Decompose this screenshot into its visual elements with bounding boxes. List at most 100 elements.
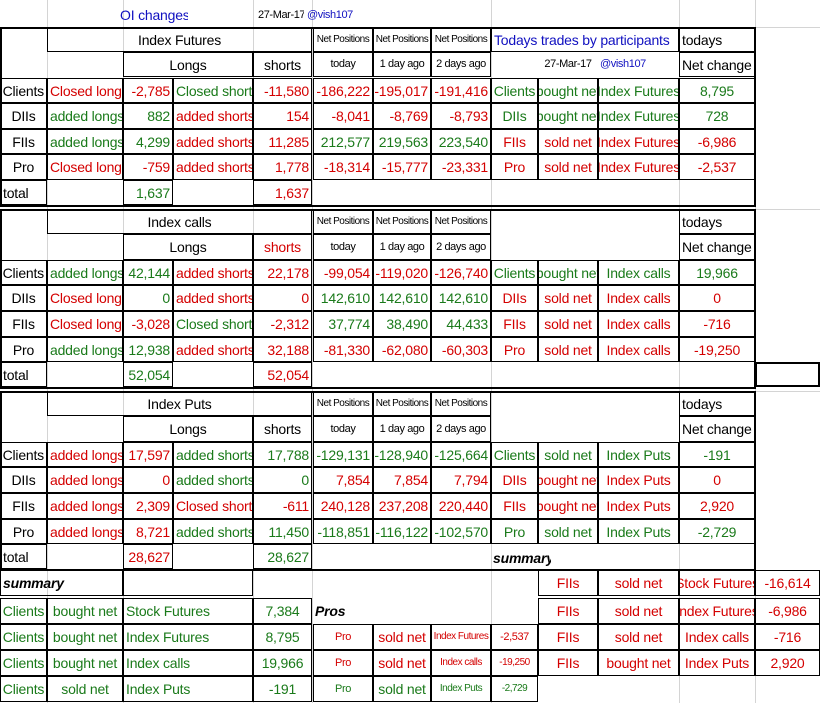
spreadsheet-cell[interactable]: added shorts (173, 337, 253, 362)
spreadsheet-cell[interactable]: 7,854 (373, 467, 431, 493)
spreadsheet-cell[interactable]: sold net (538, 154, 598, 180)
spreadsheet-cell[interactable]: FIIs (538, 570, 598, 596)
spreadsheet-cell[interactable]: shorts (253, 234, 312, 260)
spreadsheet-cell[interactable]: -8,793 (431, 103, 491, 129)
spreadsheet-cell[interactable]: Closed longs (47, 285, 123, 311)
spreadsheet-cell[interactable]: added longs (47, 337, 123, 362)
spreadsheet-cell[interactable]: -3,028 (123, 311, 173, 337)
spreadsheet-cell[interactable]: Index Futures (47, 28, 312, 52)
spreadsheet-cell[interactable]: sold net (373, 650, 431, 676)
spreadsheet-cell[interactable]: -191 (253, 676, 312, 702)
spreadsheet-cell[interactable]: todays (679, 210, 755, 234)
spreadsheet-cell[interactable]: 19,966 (253, 650, 312, 676)
spreadsheet-cell[interactable]: -716 (679, 311, 755, 337)
spreadsheet-cell[interactable]: added longs (47, 467, 123, 493)
spreadsheet-cell[interactable]: 52,054 (253, 362, 312, 387)
spreadsheet-cell[interactable]: 0 (253, 467, 312, 493)
spreadsheet-cell[interactable]: Net Positions (373, 210, 431, 234)
spreadsheet-cell[interactable]: Net change (679, 52, 755, 77)
spreadsheet-cell[interactable]: Net change (679, 416, 755, 442)
spreadsheet-cell[interactable]: DIIs (0, 467, 47, 493)
spreadsheet-cell[interactable]: shorts (253, 52, 312, 77)
spreadsheet-cell[interactable]: bought net (47, 650, 123, 676)
spreadsheet-cell[interactable]: added longs (47, 103, 123, 129)
spreadsheet-cell[interactable]: Longs (123, 52, 253, 77)
spreadsheet-cell[interactable]: bought net (538, 493, 598, 519)
spreadsheet-cell[interactable]: sold net (538, 442, 598, 467)
spreadsheet-cell[interactable]: sold net (538, 337, 598, 362)
spreadsheet-cell[interactable]: Pro (491, 154, 538, 180)
spreadsheet-cell[interactable]: 1 day ago (373, 52, 431, 77)
spreadsheet-cell[interactable]: Net Positions (373, 392, 431, 416)
spreadsheet-cell[interactable]: Index Futures (431, 624, 491, 650)
spreadsheet-cell[interactable]: bought net (538, 78, 598, 103)
spreadsheet-cell[interactable]: sold net (598, 570, 679, 596)
spreadsheet-cell[interactable]: added shorts (173, 129, 253, 154)
spreadsheet-cell[interactable]: 42,144 (123, 260, 173, 285)
spreadsheet-cell[interactable]: Pro (0, 519, 47, 544)
spreadsheet-cell[interactable]: sold net (47, 676, 123, 702)
spreadsheet-cell[interactable]: @vish107 (307, 8, 353, 21)
spreadsheet-cell[interactable]: -60,303 (431, 337, 491, 362)
spreadsheet-cell[interactable]: 0 (253, 285, 312, 311)
spreadsheet-cell[interactable]: 17,597 (123, 442, 173, 467)
spreadsheet-cell[interactable]: Net Positions (431, 210, 491, 234)
spreadsheet-cell[interactable]: -6,986 (755, 598, 820, 624)
spreadsheet-cell[interactable]: 4,299 (123, 129, 173, 154)
spreadsheet-cell[interactable]: DIIs (491, 285, 538, 311)
spreadsheet-cell[interactable]: Index Puts (123, 676, 253, 702)
spreadsheet-cell[interactable]: Todays trades by participants (491, 28, 679, 52)
spreadsheet-cell[interactable]: Longs (123, 234, 253, 260)
spreadsheet-cell[interactable]: Closed longs (47, 154, 123, 180)
spreadsheet-cell[interactable]: 17,788 (253, 442, 312, 467)
spreadsheet-cell[interactable]: 1,778 (253, 154, 312, 180)
spreadsheet-cell[interactable]: added longs (47, 442, 123, 467)
spreadsheet-cell[interactable]: 1 day ago (373, 234, 431, 260)
spreadsheet-cell[interactable]: added shorts (173, 103, 253, 129)
spreadsheet-cell[interactable]: added shorts (173, 442, 253, 467)
spreadsheet-cell[interactable]: Clients (0, 78, 47, 103)
spreadsheet-cell[interactable]: Pro (313, 676, 373, 702)
spreadsheet-cell[interactable]: -126,740 (431, 260, 491, 285)
spreadsheet-cell[interactable]: Clients (0, 676, 47, 702)
spreadsheet-cell[interactable]: Index calls (431, 650, 491, 676)
spreadsheet-cell[interactable]: Index calls (598, 260, 679, 285)
spreadsheet-cell[interactable]: Closed longs (47, 311, 123, 337)
spreadsheet-cell[interactable]: -19,250 (491, 650, 538, 676)
spreadsheet-cell[interactable]: today (313, 234, 373, 260)
spreadsheet-cell[interactable]: Net Positions (313, 28, 373, 52)
spreadsheet-cell[interactable]: -6,986 (679, 129, 755, 154)
spreadsheet-cell[interactable]: -191,416 (431, 78, 491, 103)
spreadsheet-cell[interactable]: 240,128 (313, 493, 373, 519)
spreadsheet-cell[interactable]: 0 (123, 467, 173, 493)
spreadsheet-cell[interactable]: 7,794 (431, 467, 491, 493)
spreadsheet-cell[interactable]: Clients (0, 598, 47, 624)
spreadsheet-cell[interactable]: 220,440 (431, 493, 491, 519)
spreadsheet-cell[interactable]: 0 (679, 285, 755, 311)
spreadsheet-cell[interactable]: Index Futures (598, 154, 679, 180)
spreadsheet-cell[interactable]: 2,920 (755, 650, 820, 676)
spreadsheet-cell[interactable]: Closed longs (47, 78, 123, 103)
spreadsheet-cell[interactable]: sold net (538, 311, 598, 337)
spreadsheet-cell[interactable] (123, 570, 253, 596)
spreadsheet-cell[interactable]: 2 days ago (431, 234, 491, 260)
spreadsheet-cell[interactable]: Index calls (598, 285, 679, 311)
spreadsheet-cell[interactable]: Pro (0, 154, 47, 180)
spreadsheet-cell[interactable]: FIIs (491, 311, 538, 337)
spreadsheet-cell[interactable]: -191 (679, 442, 755, 467)
spreadsheet-cell[interactable]: 22,178 (253, 260, 312, 285)
spreadsheet-cell[interactable]: @vish107 (600, 58, 646, 70)
spreadsheet-cell[interactable]: Clients (491, 78, 538, 103)
spreadsheet-cell[interactable]: bought net (538, 103, 598, 129)
spreadsheet-cell[interactable]: 27-Mar-17 (544, 58, 592, 70)
spreadsheet-cell[interactable]: -118,851 (313, 519, 373, 544)
spreadsheet-cell[interactable]: 2,920 (679, 493, 755, 519)
spreadsheet-cell[interactable]: added shorts (173, 260, 253, 285)
spreadsheet-cell[interactable]: -23,331 (431, 154, 491, 180)
spreadsheet-cell[interactable]: -759 (123, 154, 173, 180)
spreadsheet-cell[interactable]: 28,627 (123, 544, 173, 569)
spreadsheet-cell[interactable]: 7,854 (313, 467, 373, 493)
spreadsheet-cell[interactable]: 142,610 (431, 285, 491, 311)
spreadsheet-cell[interactable]: sold net (373, 624, 431, 650)
spreadsheet-cell[interactable]: -11,580 (253, 78, 312, 103)
